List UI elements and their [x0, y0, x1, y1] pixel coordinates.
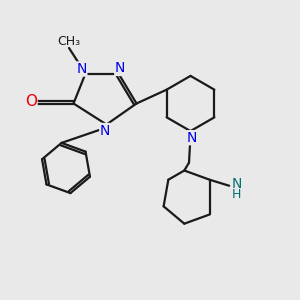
Text: H: H [232, 188, 242, 201]
Text: N: N [76, 62, 87, 76]
Text: N: N [187, 131, 197, 145]
Text: N: N [232, 177, 242, 191]
Text: O: O [25, 94, 37, 110]
Text: CH₃: CH₃ [57, 35, 80, 48]
Text: N: N [100, 124, 110, 137]
Text: N: N [115, 61, 125, 75]
